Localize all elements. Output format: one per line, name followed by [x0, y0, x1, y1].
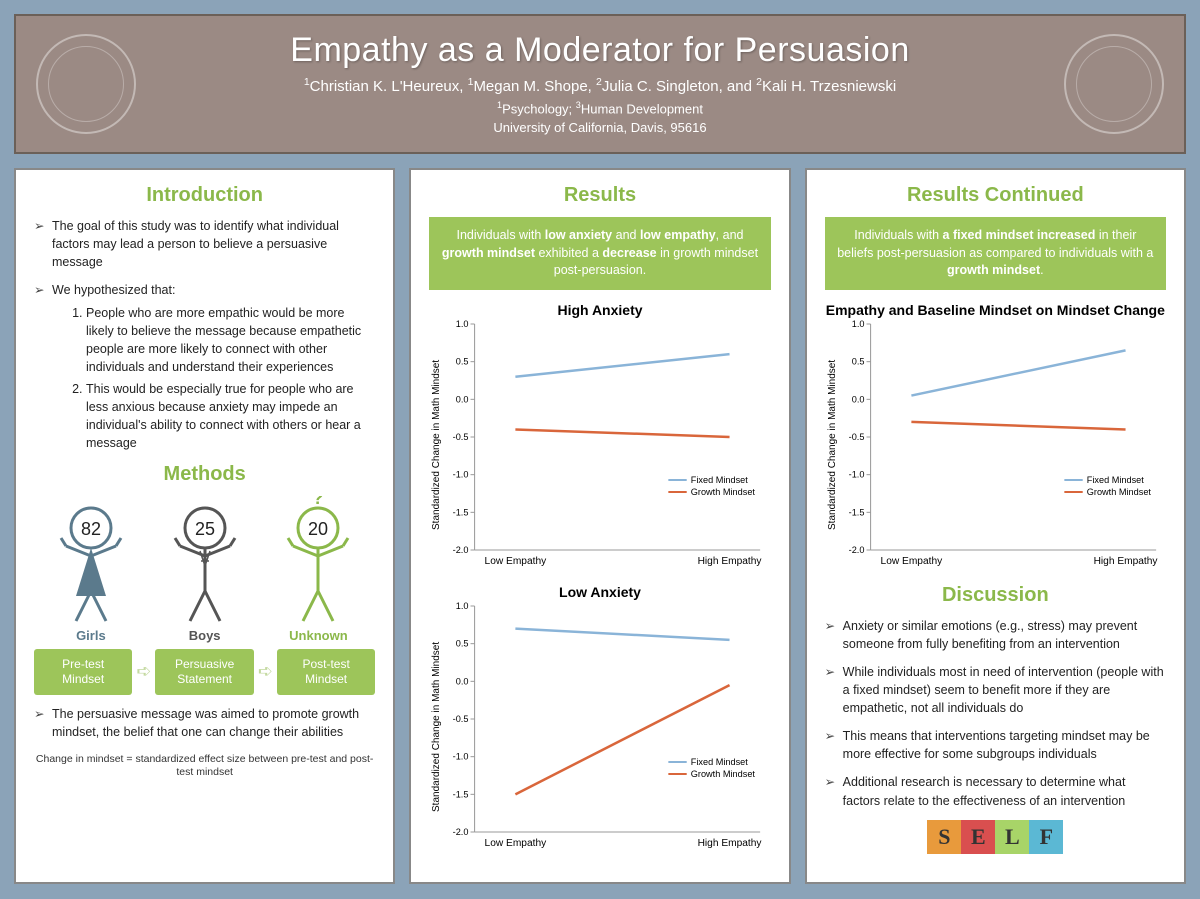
stick-figure-girls: 82 Girls	[41, 496, 141, 643]
svg-text:1.0: 1.0	[456, 602, 469, 611]
flow-step-2: Post-testMindset	[277, 649, 375, 695]
svg-text:Low Empathy: Low Empathy	[880, 556, 943, 567]
svg-text:Growth Mindset: Growth Mindset	[691, 487, 756, 497]
svg-text:-2.0: -2.0	[848, 545, 864, 555]
intro-bullet-goal: The goal of this study was to identify w…	[34, 217, 375, 271]
svg-text:Low Empathy: Low Empathy	[485, 838, 548, 849]
self-letter-E: E	[961, 820, 995, 854]
methods-title: Methods	[34, 463, 375, 486]
svg-text:-0.5: -0.5	[453, 714, 469, 724]
column-results-continued: Results Continued Individuals with a fix…	[805, 168, 1186, 884]
hypothesis-2: This would be especially true for people…	[86, 380, 375, 453]
svg-text:0.0: 0.0	[456, 676, 469, 686]
self-logo: SELF	[825, 820, 1166, 854]
svg-text:-0.5: -0.5	[453, 432, 469, 442]
svg-text:Growth Mindset: Growth Mindset	[1086, 487, 1151, 497]
discussion-item-0: Anxiety or similar emotions (e.g., stres…	[825, 617, 1166, 653]
chart-low-anxiety: Low Anxiety Standardized Change in Math …	[429, 584, 770, 852]
svg-text:Low Empathy: Low Empathy	[485, 556, 548, 567]
hypothesis-1: People who are more empathic would be mo…	[86, 304, 375, 377]
discussion-item-3: Additional research is necessary to dete…	[825, 773, 1166, 809]
authors: 1Christian K. L'Heureux, 1Megan M. Shope…	[136, 76, 1064, 95]
stick-figure-unknown: ? 20 Unknown	[268, 496, 368, 643]
svg-text:0.5: 0.5	[456, 638, 469, 648]
svg-text:1.0: 1.0	[851, 320, 864, 329]
poster-body: Introduction The goal of this study was …	[14, 168, 1186, 884]
stick-figures: 82 Girls 25 Boys ? 20	[34, 496, 375, 643]
chart-high-anxiety: High Anxiety Standardized Change in Math…	[429, 302, 770, 570]
svg-text:1.0: 1.0	[456, 320, 469, 329]
svg-text:-1.5: -1.5	[848, 507, 864, 517]
self-letter-L: L	[995, 820, 1029, 854]
column-introduction: Introduction The goal of this study was …	[14, 168, 395, 884]
intro-title: Introduction	[34, 184, 375, 207]
intro-bullets: The goal of this study was to identify w…	[34, 217, 375, 453]
svg-text:-1.0: -1.0	[848, 469, 864, 479]
svg-text:Growth Mindset: Growth Mindset	[691, 769, 756, 779]
chart-empathy-and-baseline-mindset-on-mindset-change: Empathy and Baseline Mindset on Mindset …	[825, 302, 1166, 570]
svg-text:25: 25	[195, 519, 215, 539]
svg-text:Fixed Mindset: Fixed Mindset	[691, 475, 749, 485]
svg-text:Fixed Mindset: Fixed Mindset	[691, 757, 749, 767]
results2-title: Results Continued	[825, 184, 1166, 207]
flow-step-0: Pre-testMindset	[34, 649, 132, 695]
self-letter-F: F	[1029, 820, 1063, 854]
svg-text:0.5: 0.5	[456, 356, 469, 366]
svg-text:0.0: 0.0	[851, 394, 864, 404]
svg-text:0.5: 0.5	[851, 356, 864, 366]
methods-flow: Pre-testMindset➪PersuasiveStatement➪Post…	[34, 649, 375, 695]
stick-figure-boys: 25 Boys	[155, 496, 255, 643]
svg-text:-1.5: -1.5	[453, 507, 469, 517]
results-summary: Individuals with low anxiety and low emp…	[429, 217, 770, 290]
flow-step-1: PersuasiveStatement	[155, 649, 253, 695]
results-title: Results	[429, 184, 770, 207]
svg-text:-2.0: -2.0	[453, 827, 469, 837]
svg-text:High Empathy: High Empathy	[698, 556, 763, 567]
svg-text:High Empathy: High Empathy	[698, 838, 763, 849]
university-seal-right	[1064, 34, 1164, 134]
svg-text:0.0: 0.0	[456, 394, 469, 404]
discussion-item-1: While individuals most in need of interv…	[825, 663, 1166, 717]
svg-text:82: 82	[81, 519, 101, 539]
poster-title: Empathy as a Moderator for Persuasion	[136, 31, 1064, 70]
intro-bullet-hypothesis: We hypothesized that: People who are mor…	[34, 281, 375, 452]
svg-text:High Empathy: High Empathy	[1093, 556, 1158, 567]
message-bullet-list: The persuasive message was aimed to prom…	[34, 705, 375, 741]
university-seal-left	[36, 34, 136, 134]
self-letter-S: S	[927, 820, 961, 854]
discussion-list: Anxiety or similar emotions (e.g., stres…	[825, 617, 1166, 810]
svg-text:-0.5: -0.5	[848, 432, 864, 442]
svg-text:-1.5: -1.5	[453, 789, 469, 799]
svg-text:20: 20	[308, 519, 328, 539]
change-footnote: Change in mindset = standardized effect …	[34, 753, 375, 780]
discussion-item-2: This means that interventions targeting …	[825, 727, 1166, 763]
poster-header: Empathy as a Moderator for Persuasion 1C…	[14, 14, 1186, 154]
affiliation-2: University of California, Davis, 95616	[136, 119, 1064, 137]
discussion-title: Discussion	[825, 584, 1166, 607]
flow-arrow-icon: ➪	[136, 661, 151, 682]
svg-text:-1.0: -1.0	[453, 751, 469, 761]
message-bullet: The persuasive message was aimed to prom…	[34, 705, 375, 741]
svg-text:-1.0: -1.0	[453, 469, 469, 479]
svg-text:-2.0: -2.0	[453, 545, 469, 555]
column-results: Results Individuals with low anxiety and…	[409, 168, 790, 884]
svg-text:?: ?	[313, 496, 324, 508]
header-text: Empathy as a Moderator for Persuasion 1C…	[136, 31, 1064, 137]
flow-arrow-icon: ➪	[258, 661, 273, 682]
svg-text:Fixed Mindset: Fixed Mindset	[1086, 475, 1144, 485]
affiliation-1: 1Psychology; 3Human Development	[136, 99, 1064, 119]
hypotheses-list: People who are more empathic would be mo…	[52, 304, 375, 453]
results2-summary: Individuals with a fixed mindset increas…	[825, 217, 1166, 290]
